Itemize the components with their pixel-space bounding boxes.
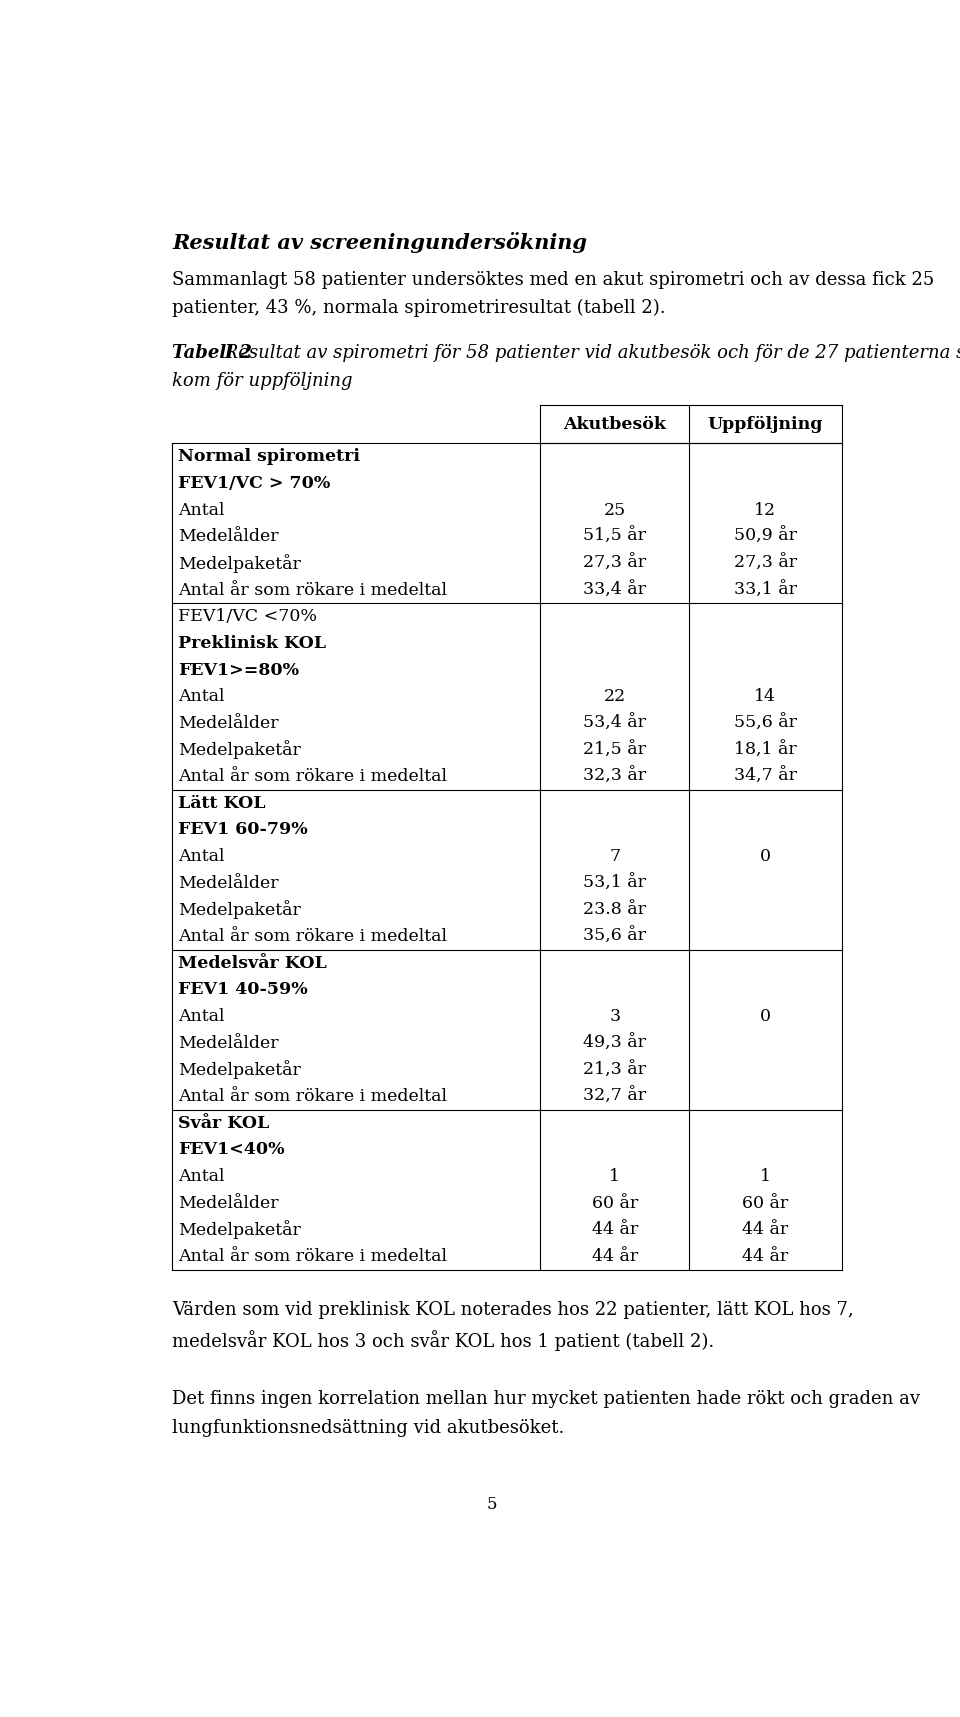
- Text: 12: 12: [755, 501, 777, 519]
- Text: Antal år som rökare i medeltal: Antal år som rökare i medeltal: [178, 767, 447, 785]
- Text: FEV1/VC > 70%: FEV1/VC > 70%: [178, 476, 330, 493]
- Text: Antal: Antal: [178, 1168, 225, 1185]
- Text: 1: 1: [610, 1168, 620, 1185]
- Text: Antal: Antal: [178, 1008, 225, 1025]
- Text: Sammanlagt 58 patienter undersöktes med en akut spirometri och av dessa fick 25: Sammanlagt 58 patienter undersöktes med …: [172, 271, 934, 288]
- Text: FEV1 40-59%: FEV1 40-59%: [178, 982, 307, 998]
- Text: FEV1/VC <70%: FEV1/VC <70%: [178, 608, 317, 625]
- Text: 27,3 år: 27,3 år: [583, 555, 646, 572]
- Text: Medelålder: Medelålder: [178, 1035, 278, 1053]
- Text: FEV1<40%: FEV1<40%: [178, 1142, 284, 1159]
- Text: 55,6 år: 55,6 år: [733, 714, 797, 731]
- Text: Antal år som rökare i medeltal: Antal år som rökare i medeltal: [178, 1248, 447, 1265]
- Text: lungfunktionsnedsättning vid akutbesöket.: lungfunktionsnedsättning vid akutbesöket…: [172, 1418, 564, 1437]
- Text: Antal: Antal: [178, 689, 225, 706]
- Text: Antal: Antal: [178, 501, 225, 519]
- Text: 51,5 år: 51,5 år: [584, 529, 646, 546]
- Text: Resultat av screeningundersökning: Resultat av screeningundersökning: [172, 232, 588, 254]
- Text: Det finns ingen korrelation mellan hur mycket patienten hade rökt och graden av: Det finns ingen korrelation mellan hur m…: [172, 1391, 920, 1408]
- Text: FEV1>=80%: FEV1>=80%: [178, 661, 299, 678]
- Text: medelsvår KOL hos 3 och svår KOL hos 1 patient (tabell 2).: medelsvår KOL hos 3 och svår KOL hos 1 p…: [172, 1331, 714, 1351]
- Text: Medelpaketår: Medelpaketår: [178, 900, 300, 919]
- Text: Akutbesök: Akutbesök: [564, 416, 666, 433]
- Text: Medelålder: Medelålder: [178, 874, 278, 891]
- Text: Medelsvår KOL: Medelsvår KOL: [178, 955, 326, 972]
- Text: Preklinisk KOL: Preklinisk KOL: [178, 635, 326, 652]
- Text: 33,4 år: 33,4 år: [584, 582, 646, 599]
- Text: 44 år: 44 år: [742, 1248, 788, 1265]
- Text: 25: 25: [604, 501, 626, 519]
- Text: Uppföljning: Uppföljning: [708, 416, 823, 433]
- Text: 34,7 år: 34,7 år: [733, 767, 797, 785]
- Text: Lätt KOL: Lätt KOL: [178, 795, 266, 812]
- Text: 33,1 år: 33,1 år: [733, 582, 797, 599]
- Text: 44 år: 44 år: [591, 1248, 637, 1265]
- Text: Normal spirometri: Normal spirometri: [178, 448, 360, 465]
- Text: 14: 14: [755, 689, 777, 706]
- Text: 49,3 år: 49,3 år: [584, 1035, 646, 1053]
- Text: Medelpaketår: Medelpaketår: [178, 1061, 300, 1080]
- Text: FEV1 60-79%: FEV1 60-79%: [178, 821, 307, 838]
- Text: 53,4 år: 53,4 år: [584, 714, 646, 731]
- Text: 5: 5: [487, 1496, 497, 1513]
- Text: 21,5 år: 21,5 år: [584, 742, 646, 759]
- Text: Antal år som rökare i medeltal: Antal år som rökare i medeltal: [178, 929, 447, 944]
- Text: 32,7 år: 32,7 år: [583, 1089, 646, 1106]
- Text: 32,3 år: 32,3 år: [583, 767, 646, 785]
- Text: 50,9 år: 50,9 år: [733, 529, 797, 546]
- Text: Värden som vid preklinisk KOL noterades hos 22 patienter, lätt KOL hos 7,: Värden som vid preklinisk KOL noterades …: [172, 1301, 853, 1319]
- Text: 0: 0: [760, 848, 771, 865]
- Text: Antal år som rökare i medeltal: Antal år som rökare i medeltal: [178, 1089, 447, 1106]
- Text: kom för uppföljning: kom för uppföljning: [172, 373, 352, 390]
- Text: 23.8 år: 23.8 år: [584, 901, 646, 919]
- Text: Antal: Antal: [178, 848, 225, 865]
- Text: Resultat av spirometri för 58 patienter vid akutbesök och för de 27 patienterna : Resultat av spirometri för 58 patienter …: [219, 343, 960, 362]
- Text: Medelålder: Medelålder: [178, 1195, 278, 1212]
- Text: 27,3 år: 27,3 år: [733, 555, 797, 572]
- Text: 0: 0: [760, 1008, 771, 1025]
- Text: 35,6 år: 35,6 år: [584, 927, 646, 944]
- Text: 44 år: 44 år: [742, 1221, 788, 1238]
- Text: 60 år: 60 år: [591, 1195, 637, 1212]
- Text: 1: 1: [760, 1168, 771, 1185]
- Text: Svår KOL: Svår KOL: [178, 1114, 270, 1132]
- Text: Medelålder: Medelålder: [178, 529, 278, 546]
- Text: 7: 7: [610, 848, 620, 865]
- Text: Medelpaketår: Medelpaketår: [178, 555, 300, 573]
- Text: Medelålder: Medelålder: [178, 714, 278, 731]
- Text: 53,1 år: 53,1 år: [584, 874, 646, 891]
- Text: 18,1 år: 18,1 år: [734, 742, 797, 759]
- Text: Tabell 2: Tabell 2: [172, 343, 252, 362]
- Text: 60 år: 60 år: [742, 1195, 788, 1212]
- Text: Medelpaketår: Medelpaketår: [178, 1221, 300, 1240]
- Text: 44 år: 44 år: [591, 1221, 637, 1238]
- Text: Medelpaketår: Medelpaketår: [178, 740, 300, 759]
- Text: 21,3 år: 21,3 år: [584, 1061, 646, 1078]
- Text: patienter, 43 %, normala spirometriresultat (tabell 2).: patienter, 43 %, normala spirometriresul…: [172, 299, 665, 318]
- Text: 22: 22: [604, 689, 626, 706]
- Text: 3: 3: [610, 1008, 620, 1025]
- Text: Antal år som rökare i medeltal: Antal år som rökare i medeltal: [178, 582, 447, 599]
